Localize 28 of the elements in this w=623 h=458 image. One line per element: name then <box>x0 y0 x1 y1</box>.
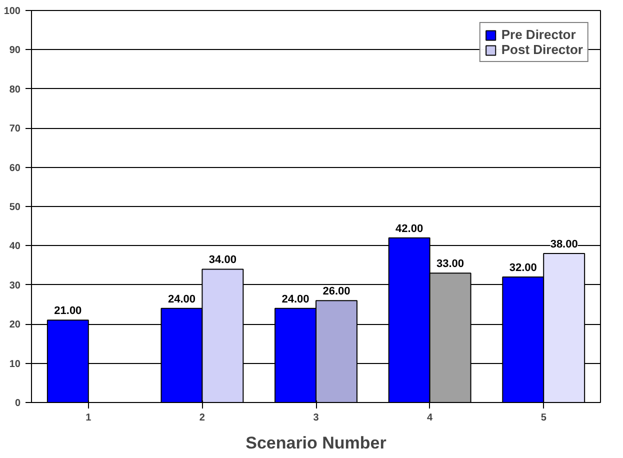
y-tick-label: 90 <box>9 45 21 56</box>
x-tick-label: 1 <box>86 412 92 424</box>
x-tick-label: 3 <box>313 412 320 424</box>
y-tick-label: 70 <box>9 124 21 135</box>
y-tick-label: 60 <box>9 162 21 174</box>
y-tick-label: 20 <box>9 320 21 331</box>
x-axis-title: Scenario Number <box>246 434 387 452</box>
data-label: 38.00 <box>550 238 578 251</box>
data-label: 32.00 <box>509 262 537 274</box>
legend-label: Pre Director <box>501 27 576 42</box>
y-tick-label: 40 <box>9 241 21 252</box>
y-tick-label: 10 <box>9 358 21 370</box>
x-tick-label: 4 <box>427 412 434 424</box>
y-tick-label: 100 <box>4 6 21 17</box>
y-tick-label: 30 <box>9 280 21 292</box>
y-tick-label: 50 <box>9 202 21 213</box>
data-label: 21.00 <box>54 305 82 318</box>
data-label: 33.00 <box>436 258 464 270</box>
y-tick-label: 0 <box>14 398 21 409</box>
x-tick-label: 2 <box>199 412 206 424</box>
data-label: 42.00 <box>396 222 424 235</box>
y-tick-label: 80 <box>9 84 21 96</box>
x-tick-label: 5 <box>540 412 547 424</box>
data-label: 24.00 <box>282 293 310 306</box>
data-label: 34.00 <box>208 254 236 266</box>
data-label: 26.00 <box>322 286 350 298</box>
legend-label: Post Director <box>501 42 583 57</box>
data-label: 24.00 <box>168 293 196 306</box>
